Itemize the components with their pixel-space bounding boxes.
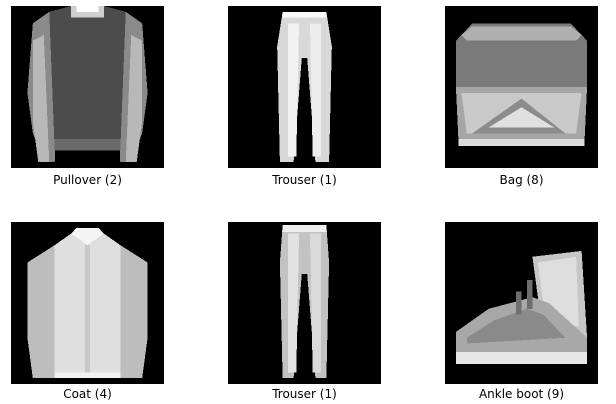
bag-image-graphic (445, 6, 598, 168)
image-caption: Pullover (2) (53, 173, 122, 187)
ankle-boot-image-graphic (445, 222, 598, 384)
image-trouser (228, 6, 381, 168)
image-pullover (11, 6, 164, 168)
image-ankle-boot (445, 222, 598, 384)
pullover-image-graphic (11, 6, 164, 168)
coat-image-graphic (11, 222, 164, 384)
image-trouser (228, 222, 381, 384)
trouser-image-graphic (228, 6, 381, 168)
image-caption: Trouser (1) (272, 387, 337, 401)
image-bag (445, 6, 598, 168)
image-caption: Trouser (1) (272, 173, 337, 187)
image-caption: Coat (4) (63, 387, 112, 401)
image-caption: Bag (8) (499, 173, 544, 187)
trouser-image-graphic (228, 222, 381, 384)
image-caption: Ankle boot (9) (478, 387, 565, 401)
image-coat (11, 222, 164, 384)
